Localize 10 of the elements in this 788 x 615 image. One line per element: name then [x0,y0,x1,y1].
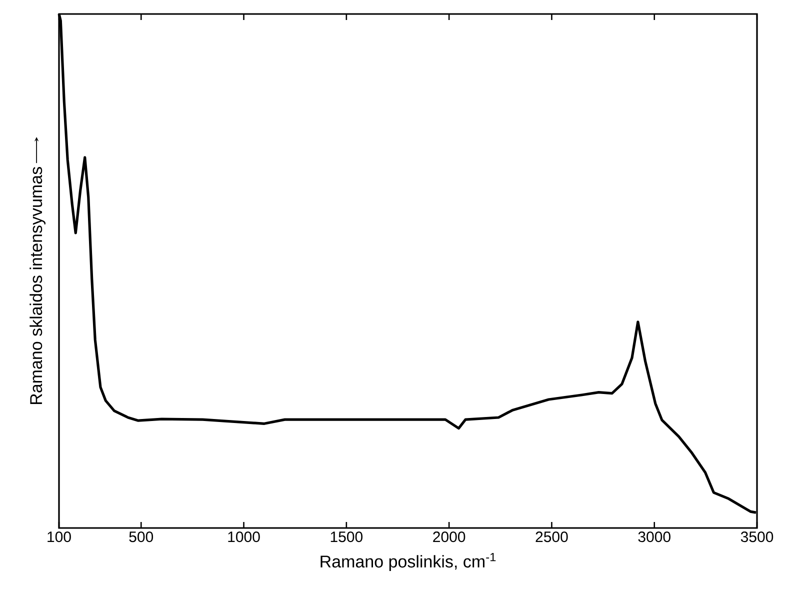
x-tick-label: 3000 [638,532,670,542]
y-axis-title: Ramano sklaidos intensyvumas [30,167,46,404]
x-axis-title: Ramano poslinkis, cm$^{-1}$ [320,552,496,571]
x-tick-label: 500 [129,532,154,542]
x-tick-label: 100 [48,532,71,542]
x-tick-label: 3500 [740,532,774,542]
x-tick-label: 2500 [536,532,568,542]
x-tick-label: 1000 [228,532,260,542]
x-tick-label: 2000 [433,532,466,542]
x-tick-label: 1500 [330,532,362,542]
